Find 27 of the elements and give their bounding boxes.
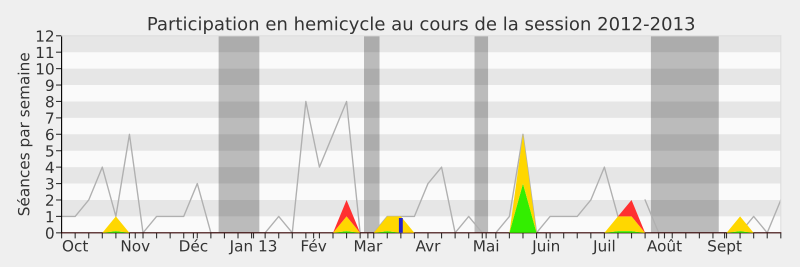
y-tick-label: 7 bbox=[46, 112, 54, 124]
y-tick-label: 8 bbox=[46, 96, 54, 108]
y-tick-label: 5 bbox=[46, 145, 54, 157]
x-tick-label: Oct bbox=[62, 240, 88, 252]
x-tick-label: Mai bbox=[474, 240, 498, 252]
y-tick-label: 11 bbox=[36, 46, 54, 58]
y-tick-label: 12 bbox=[36, 30, 54, 42]
x-tick-label: Avr bbox=[416, 240, 440, 252]
x-tick-label: Fév bbox=[302, 239, 326, 252]
x-tick-label: Mar bbox=[354, 240, 382, 252]
x-tick-label: Juil bbox=[592, 240, 614, 254]
x-tick-label: Déc bbox=[180, 239, 208, 252]
x-tick-label: Sept bbox=[708, 240, 742, 255]
y-tick-label: 10 bbox=[36, 63, 54, 75]
y-tick-label: 6 bbox=[46, 128, 54, 140]
chart-title: Participation en hemicycle au cours de la session 2012-2013 bbox=[148, 16, 694, 34]
y-tick-label: 0 bbox=[46, 227, 54, 239]
y-tick-label: 3 bbox=[46, 178, 54, 190]
y-axis-title: Séances par semaine bbox=[17, 53, 32, 216]
x-tick-label: Juin bbox=[531, 240, 559, 254]
x-tick-label: Jan 13 bbox=[228, 240, 276, 254]
y-tick-label: 9 bbox=[46, 80, 54, 92]
y-tick-label: 4 bbox=[46, 162, 54, 173]
x-tick-label: Nov bbox=[122, 240, 150, 252]
y-tick-label: 1 bbox=[46, 211, 54, 222]
y-tick-label: 2 bbox=[46, 194, 54, 206]
x-tick-label: Août bbox=[647, 239, 682, 252]
